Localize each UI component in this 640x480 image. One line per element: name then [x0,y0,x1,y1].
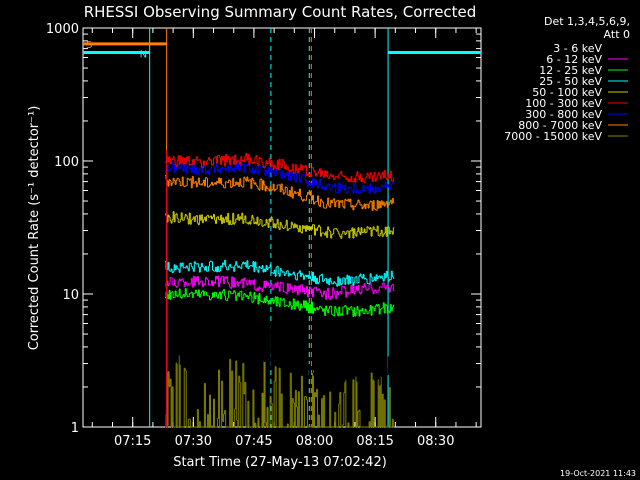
legend-header-2: Att 0 [604,28,630,41]
legend-label: 12 - 25 keV [539,64,602,77]
legend-label: 800 - 7000 keV [518,119,602,132]
series-layer [165,150,395,428]
y-axis-ticks: 1 10 100 1000 [46,22,481,436]
legend-label: 7000 - 15000 keV [504,130,602,143]
legend-label: 25 - 50 keV [539,75,602,88]
x-tick-label: 07:45 [235,434,272,449]
x-axis-label: Start Time (27-May-13 07:02:42) [173,455,387,470]
y-tick-label: 100 [54,155,79,170]
x-tick-label: 07:30 [175,434,212,449]
legend-label: 100 - 300 keV [525,97,602,110]
y-axis-label: Corrected Count Rate (s⁻¹ detector⁻¹) [27,106,42,351]
legend-label: 300 - 800 keV [525,108,602,121]
x-tick-label: 08:30 [417,434,454,449]
x-tick-label: 08:00 [296,434,333,449]
legend-label: 3 - 6 keV [553,42,602,55]
night-flag-label: N [140,49,147,60]
x-tick-label: 07:15 [114,434,151,449]
y-tick-label: 10 [62,288,79,303]
chart-title: RHESSI Observing Summary Count Rates, Co… [84,3,477,21]
legend-label: 50 - 100 keV [532,86,602,99]
y-tick-label: 1000 [46,22,79,37]
legend-header-1: Det 1,3,4,5,6,9, [544,15,630,28]
x-axis-ticks: 07:15 07:30 07:45 08:00 08:15 08:30 [91,28,477,449]
y-tick-label: 1 [71,421,79,436]
legend-label: 6 - 12 keV [546,53,602,66]
saa-flag-label: S [86,40,92,51]
timestamp: 19-Oct-2021 11:43 [560,469,636,478]
x-tick-label: 08:15 [356,434,393,449]
